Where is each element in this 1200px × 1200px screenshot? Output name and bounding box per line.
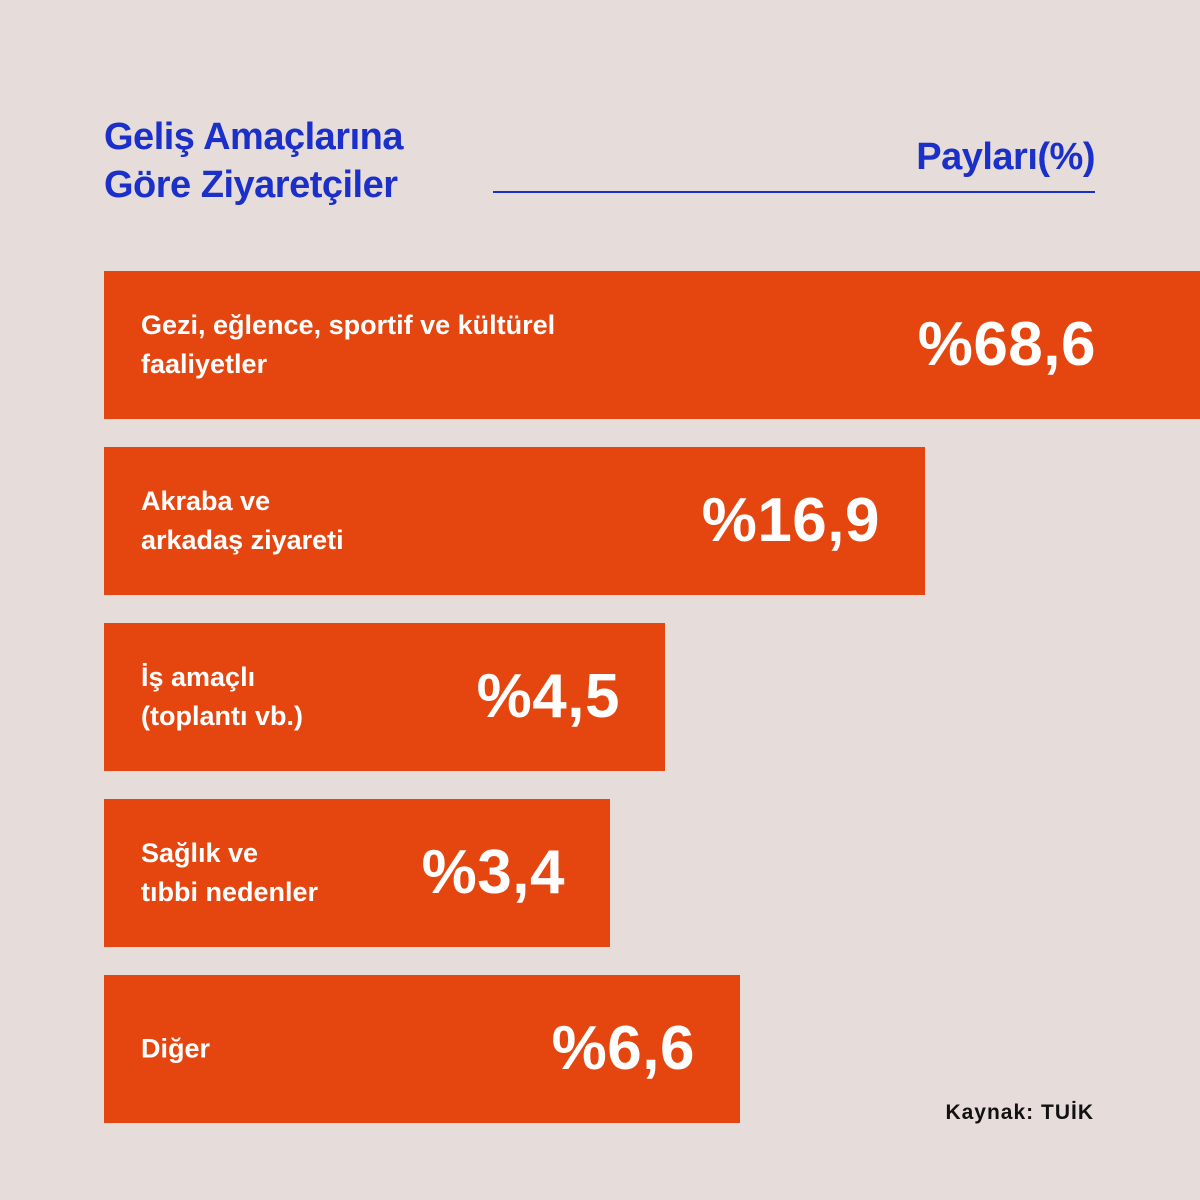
bar-category-label-line: arkadaş ziyareti [141,525,344,555]
bar-value-label: %4,5 [476,662,620,731]
source-name: TUİK [1041,1101,1094,1124]
bar-category-label-line: Diğer [141,1033,211,1064]
bar-category-label-line: İş amaçlı [141,662,256,692]
bar-category-label-line: Akraba ve [141,486,271,516]
title-divider [493,191,1095,193]
bar-category-label-line: faaliyetler [141,349,268,379]
bar-value-label: %3,4 [421,838,565,907]
bar-value-label: %16,9 [701,486,880,555]
bar-value-label: %6,6 [551,1014,695,1083]
bar-category-label-line: Gezi, eğlence, sportif ve kültürel [141,310,556,340]
bar: İş amaçlı (toplantı vb.) %4,5 [104,623,665,771]
bar: Gezi, eğlence, sportif ve kültürel faaliy… [104,271,1200,419]
bar: Diğer %6,6 [104,975,740,1123]
bar-category-label: İş amaçlı (toplantı vb.) [141,658,303,736]
bar-category-label-line: (toplantı vb.) [141,701,303,731]
unit-label: Payları(%) [916,136,1095,178]
bar-category-label: Diğer [141,1030,210,1069]
bar-category-label-line: tıbbi nedenler [141,877,319,907]
source-prefix: Kaynak: [945,1101,1041,1124]
bar-category-label: Sağlık ve tıbbi nedenler [141,834,318,912]
chart-title-line: Geliş Amaçlarına [104,116,403,158]
bar: Sağlık ve tıbbi nedenler %3,4 [104,799,610,947]
chart-title-line: Göre Ziyaretçiler [104,164,398,206]
bar-category-label: Gezi, eğlence, sportif ve kültürel faaliy… [141,306,555,384]
source-note: Kaynak: TUİK [945,1101,1094,1125]
bar-value-label: %68,6 [917,310,1096,379]
bar-category-label-line: Sağlık ve [141,838,259,868]
chart-title: Geliş Amaçlarına Göre Ziyaretçiler [104,113,403,209]
bar: Akraba ve arkadaş ziyareti %16,9 [104,447,925,595]
bar-category-label: Akraba ve arkadaş ziyareti [141,482,344,560]
